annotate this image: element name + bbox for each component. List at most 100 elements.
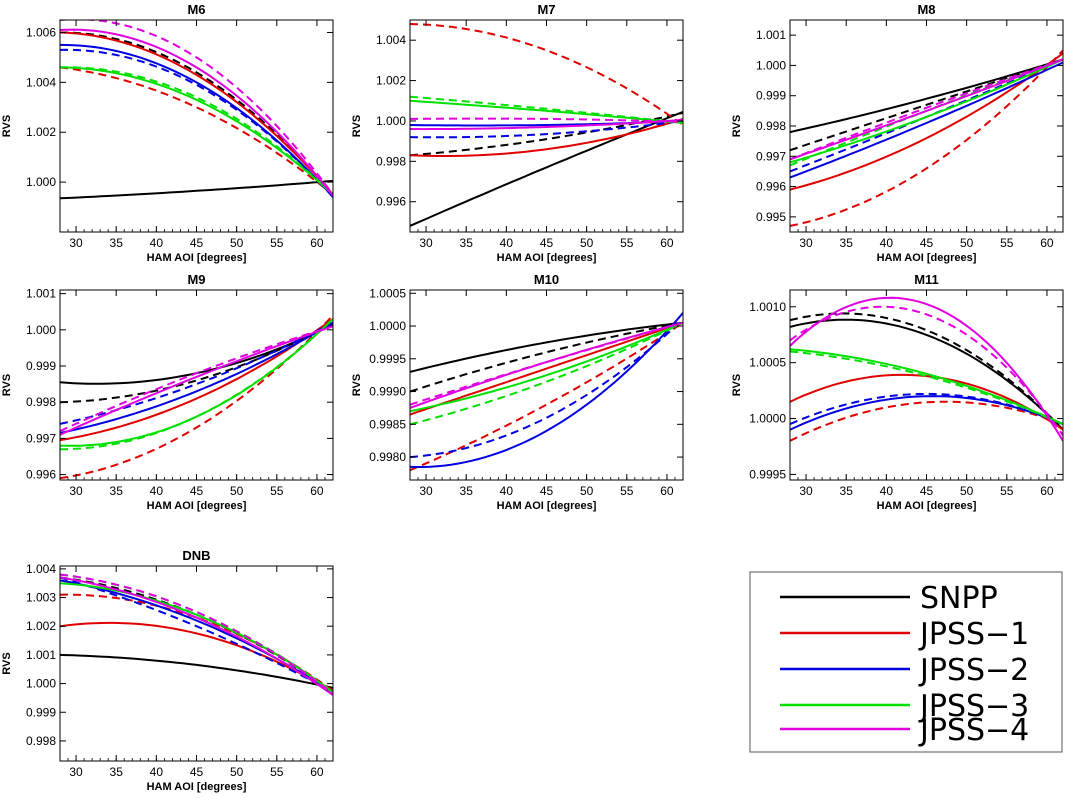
y-tick-label: 0.998 bbox=[756, 119, 786, 133]
series-line-jpss-2-solid bbox=[790, 61, 1063, 179]
series-line-jpss-3-dashed bbox=[790, 350, 1063, 426]
series-line-jpss-3-solid bbox=[410, 321, 683, 413]
series-line-jpss-3-solid bbox=[60, 582, 333, 694]
x-tick-label: 50 bbox=[960, 236, 974, 250]
x-tick-label: 45 bbox=[540, 236, 554, 250]
panel-m6: M6 30 35 40 45 50 55 60 1.000 1.002 1.004 1.006 HAM … bbox=[1, 2, 334, 264]
y-tick-label: 1.000 bbox=[26, 323, 56, 337]
curve-group bbox=[410, 312, 683, 472]
series-line-jpss-4-solid bbox=[790, 58, 1063, 161]
y-tick-label: 1.000 bbox=[756, 58, 786, 72]
y-tick-label: 1.004 bbox=[26, 75, 56, 89]
x-tick-label: 30 bbox=[69, 484, 83, 498]
y-tick-label: 0.997 bbox=[26, 431, 56, 445]
x-tick-label: 60 bbox=[310, 484, 324, 498]
series-line-jpss-4-dashed bbox=[60, 20, 333, 196]
y-tick-label: 0.9985 bbox=[369, 417, 406, 431]
plot-frame bbox=[59, 289, 334, 481]
y-tick-label: 1.0000 bbox=[369, 319, 406, 333]
x-tick-label: 45 bbox=[190, 236, 204, 250]
x-axis-label: HAM AOI [degrees] bbox=[877, 500, 977, 512]
y-tick-label: 1.001 bbox=[26, 287, 56, 301]
x-tick-label: 45 bbox=[190, 765, 204, 779]
x-tick-label: 40 bbox=[880, 236, 894, 250]
series-line-jpss-4-solid bbox=[790, 296, 1063, 442]
y-tick-label: 1.002 bbox=[26, 125, 56, 139]
y-tick-label: 0.9995 bbox=[369, 352, 406, 366]
y-tick-label: 0.9995 bbox=[749, 467, 786, 481]
y-tick-label: 1.004 bbox=[376, 33, 406, 47]
x-axis-label: HAM AOI [degrees] bbox=[147, 500, 247, 512]
series-line-jpss-3-dashed bbox=[410, 321, 683, 426]
x-tick-label: 40 bbox=[150, 765, 164, 779]
series-line-jpss-3-dashed bbox=[60, 318, 333, 451]
series-line-jpss-4-solid bbox=[410, 118, 683, 131]
x-axis-label: HAM AOI [degrees] bbox=[497, 252, 597, 264]
series-line-jpss-2-dashed bbox=[410, 318, 683, 459]
legend-label-jpss3: JPSS−3 bbox=[918, 689, 1029, 724]
x-tick-label: 30 bbox=[69, 765, 83, 779]
series-line-snpp-dashed bbox=[790, 312, 1063, 431]
x-tick-label: 45 bbox=[920, 236, 934, 250]
legend-box bbox=[749, 571, 1063, 753]
y-tick-label: 1.002 bbox=[376, 74, 406, 88]
y-axis-label: RVS bbox=[731, 115, 743, 137]
series-line-jpss-3-solid bbox=[790, 58, 1063, 164]
series-line-jpss-2-solid bbox=[410, 312, 683, 468]
panel-m8: M8 30 35 40 45 50 55 60 0.995 0.996 0.997 0.998 0.99… bbox=[731, 2, 1064, 264]
x-tick-label: 35 bbox=[460, 484, 474, 498]
y-tick-label: 1.0010 bbox=[749, 300, 786, 314]
series-line-jpss-1-dashed bbox=[790, 49, 1063, 227]
series-line-jpss-4-dashed bbox=[790, 58, 1063, 161]
y-axis-label: RVS bbox=[351, 115, 363, 137]
panel-m9: M9 30 35 40 45 50 55 60 0.996 0.997 0.998 0.999 1.00… bbox=[1, 272, 334, 512]
series-line-jpss-1-dashed bbox=[790, 400, 1063, 442]
panel-m11: M11 30 35 40 45 50 55 60 0.9995 1.0000 1.0005 1.001… bbox=[731, 272, 1064, 512]
x-tick-label: 35 bbox=[110, 484, 124, 498]
x-tick-label: 55 bbox=[1000, 484, 1014, 498]
x-tick-label: 55 bbox=[270, 765, 284, 779]
series-line-jpss-3-dashed bbox=[410, 95, 683, 124]
y-tick-label: 1.000 bbox=[376, 114, 406, 128]
x-tick-label: 50 bbox=[960, 484, 974, 498]
x-tick-label: 60 bbox=[660, 236, 674, 250]
panel-dnb: DNB 30 35 40 45 50 55 60 0.998 0.999 1.000 1.001 1.0… bbox=[1, 548, 334, 793]
x-tick-label: 35 bbox=[840, 484, 854, 498]
series-line-jpss-1-solid bbox=[790, 373, 1063, 431]
series-line-snpp-dashed bbox=[410, 321, 683, 393]
series-line-jpss-3-solid bbox=[60, 66, 333, 196]
y-tick-label: 0.9990 bbox=[369, 385, 406, 399]
y-tick-label: 1.003 bbox=[26, 591, 56, 605]
panel-title: DNB bbox=[182, 548, 210, 563]
series-line-snpp-solid bbox=[410, 321, 683, 373]
x-tick-label: 35 bbox=[110, 765, 124, 779]
y-axis-label: RVS bbox=[1, 652, 13, 674]
y-tick-label: 1.004 bbox=[26, 562, 56, 576]
x-tick-label: 40 bbox=[500, 484, 514, 498]
series-line-jpss-2-dashed bbox=[60, 576, 333, 694]
legend-label-snpp: SNPP bbox=[920, 581, 998, 616]
series-line-jpss-1-solid bbox=[410, 321, 683, 416]
x-tick-label: 45 bbox=[190, 484, 204, 498]
y-tick-label: 0.998 bbox=[26, 395, 56, 409]
series-line-jpss-1-solid bbox=[60, 621, 333, 694]
x-tick-label: 50 bbox=[580, 236, 594, 250]
x-tick-label: 30 bbox=[419, 484, 433, 498]
series-line-snpp-solid bbox=[410, 110, 683, 227]
y-tick-label: 1.001 bbox=[26, 648, 56, 662]
x-tick-label: 60 bbox=[310, 765, 324, 779]
panel-m10: M10 30 35 40 45 50 55 60 0.9980 0.9985 0.9990 0.999… bbox=[351, 272, 684, 512]
x-tick-label: 35 bbox=[840, 236, 854, 250]
x-tick-label: 45 bbox=[920, 484, 934, 498]
panel-title: M6 bbox=[187, 2, 205, 17]
series-line-jpss-4-dashed bbox=[410, 321, 683, 406]
panel-title: M8 bbox=[917, 2, 935, 17]
x-tick-label: 30 bbox=[69, 236, 83, 250]
series-line-jpss-1-solid bbox=[790, 52, 1063, 191]
series-line-jpss-1-solid bbox=[410, 117, 683, 157]
y-tick-label: 0.998 bbox=[26, 734, 56, 748]
y-tick-label: 1.0005 bbox=[369, 286, 406, 300]
y-tick-label: 1.0005 bbox=[749, 356, 786, 370]
